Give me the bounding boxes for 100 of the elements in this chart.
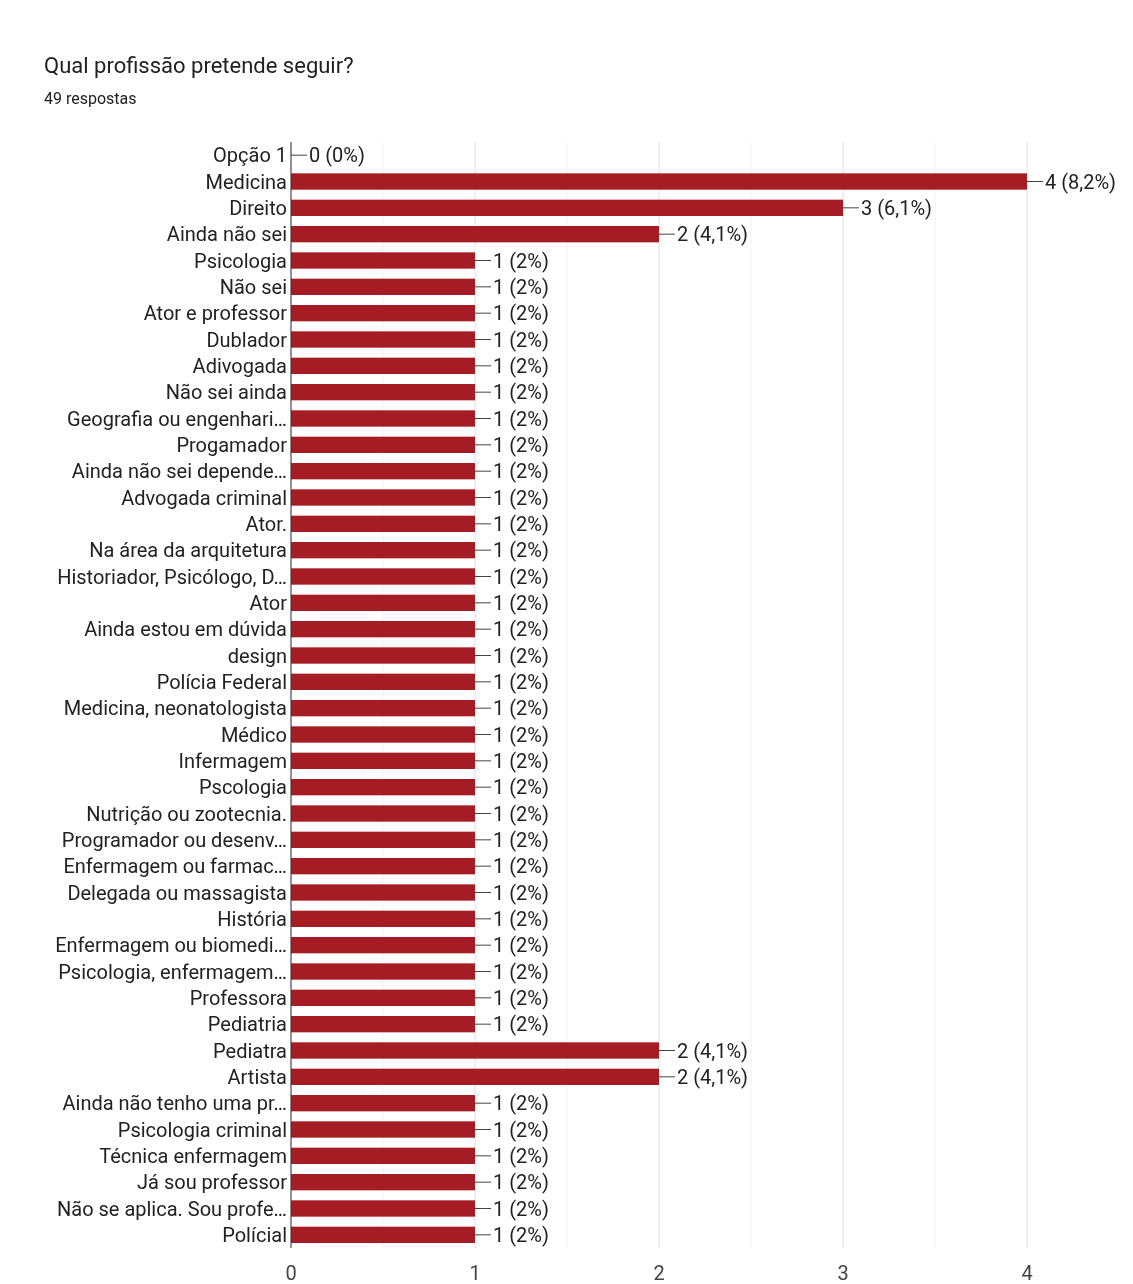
bar <box>291 805 475 822</box>
x-tick-label: 0 <box>285 1261 297 1284</box>
data-label: 1 (2%) <box>493 669 549 694</box>
data-label: 1 (2%) <box>493 1012 549 1037</box>
bar <box>291 357 475 374</box>
data-label: 1 (2%) <box>493 643 549 668</box>
data-label: 1 (2%) <box>493 564 549 589</box>
y-tick-label: Nutrição ou zootecnia. <box>86 801 287 826</box>
bar <box>291 252 475 269</box>
chart-title: Qual profissão pretende seguir? <box>44 53 354 78</box>
data-label: 1 (2%) <box>493 432 549 457</box>
bar <box>291 1147 475 1164</box>
y-tick-label: Enfermagem ou farmac… <box>63 854 287 879</box>
y-tick-label: Psicologia criminal <box>117 1117 287 1142</box>
data-label: 1 (2%) <box>493 1170 549 1195</box>
data-label: 1 (2%) <box>493 380 549 405</box>
bar <box>291 726 475 743</box>
bar <box>291 278 475 295</box>
y-tick-label: Psicologia <box>194 248 287 273</box>
y-tick-label: Ator e professor <box>143 301 288 326</box>
y-tick-label: Medicina, neonatologista <box>63 696 287 721</box>
data-label: 1 (2%) <box>493 1091 549 1116</box>
data-label: 1 (2%) <box>493 301 549 326</box>
bar <box>291 1016 475 1033</box>
data-label: 1 (2%) <box>493 485 549 510</box>
bar <box>291 621 475 638</box>
data-label: 1 (2%) <box>493 1196 549 1221</box>
bar <box>291 515 475 532</box>
data-label: 1 (2%) <box>493 1117 549 1142</box>
data-label: 1 (2%) <box>493 406 549 431</box>
y-tick-label: Historiador, Psicólogo, D… <box>57 564 287 589</box>
bar <box>291 858 475 875</box>
data-label: 1 (2%) <box>493 748 549 773</box>
data-label: 2 (4,1%) <box>677 222 749 247</box>
bar <box>291 1068 659 1085</box>
y-tick-label: Advogada criminal <box>121 485 287 510</box>
y-tick-label: Geografia ou engenhari… <box>67 406 287 431</box>
bar <box>291 963 475 980</box>
bar <box>291 1121 475 1138</box>
y-tick-label: Progamador <box>176 432 288 457</box>
data-label: 1 (2%) <box>493 274 549 299</box>
y-tick-label: Delegada ou massagista <box>67 880 287 905</box>
data-label: 1 (2%) <box>493 906 549 931</box>
data-label: 1 (2%) <box>493 459 549 484</box>
bar <box>291 647 475 664</box>
bar <box>291 752 475 769</box>
y-tick-label: Ainda estou em dúvida <box>84 617 287 642</box>
bar <box>291 831 475 848</box>
y-tick-label: Polícia Federal <box>156 669 287 694</box>
data-label: 0 (0%) <box>309 143 365 168</box>
y-tick-label: Opção 1 <box>213 143 287 168</box>
y-tick-label: Pediatria <box>207 1012 287 1037</box>
data-label: 1 (2%) <box>493 353 549 378</box>
data-label: 2 (4,1%) <box>677 1038 749 1063</box>
y-tick-label: Ator. <box>245 511 287 536</box>
y-tick-label: Programador ou desenv… <box>61 827 287 852</box>
y-tick-label: Técnica enfermagem <box>99 1143 287 1168</box>
y-tick-label: Médico <box>220 722 287 747</box>
data-label: 1 (2%) <box>493 696 549 721</box>
y-tick-label: Pediatra <box>213 1038 287 1063</box>
y-tick-label: Pscologia <box>198 775 287 800</box>
data-label: 1 (2%) <box>493 775 549 800</box>
bar <box>291 436 475 453</box>
data-label: 1 (2%) <box>493 511 549 536</box>
y-tick-label: Ator <box>249 590 288 615</box>
bar <box>291 673 475 690</box>
bar <box>291 1200 475 1217</box>
bar <box>291 884 475 901</box>
data-label: 1 (2%) <box>493 1222 549 1247</box>
y-tick-label: Adivogada <box>192 353 287 378</box>
x-tick-label: 4 <box>1021 1261 1033 1284</box>
bar <box>291 1095 475 1112</box>
data-label: 1 (2%) <box>493 617 549 642</box>
bar <box>291 1174 475 1191</box>
y-tick-label: Na área da arquitetura <box>89 538 287 563</box>
data-label: 1 (2%) <box>493 959 549 984</box>
y-tick-label: Ainda não sei depende… <box>71 459 287 484</box>
y-tick-label: Professora <box>189 985 287 1010</box>
bar <box>291 463 475 480</box>
y-tick-label: design <box>227 643 287 668</box>
data-label: 1 (2%) <box>493 248 549 273</box>
bar <box>291 779 475 796</box>
data-label: 4 (8,2%) <box>1045 169 1117 194</box>
y-tick-label: Ainda não sei <box>166 222 287 247</box>
bar <box>291 937 475 954</box>
y-tick-label: Medicina <box>205 169 287 194</box>
y-tick-label: Dublador <box>206 327 288 352</box>
bar <box>291 384 475 401</box>
data-label: 1 (2%) <box>493 985 549 1010</box>
data-label: 1 (2%) <box>493 880 549 905</box>
x-tick-label: 2 <box>653 1261 665 1284</box>
y-tick-label: Artista <box>227 1064 287 1089</box>
data-label: 1 (2%) <box>493 933 549 958</box>
bar <box>291 568 475 585</box>
bar <box>291 331 475 348</box>
y-tick-label: História <box>217 906 287 931</box>
bar <box>291 199 843 216</box>
data-label: 1 (2%) <box>493 801 549 826</box>
y-tick-label: Não sei ainda <box>165 380 287 405</box>
data-label: 1 (2%) <box>493 854 549 879</box>
